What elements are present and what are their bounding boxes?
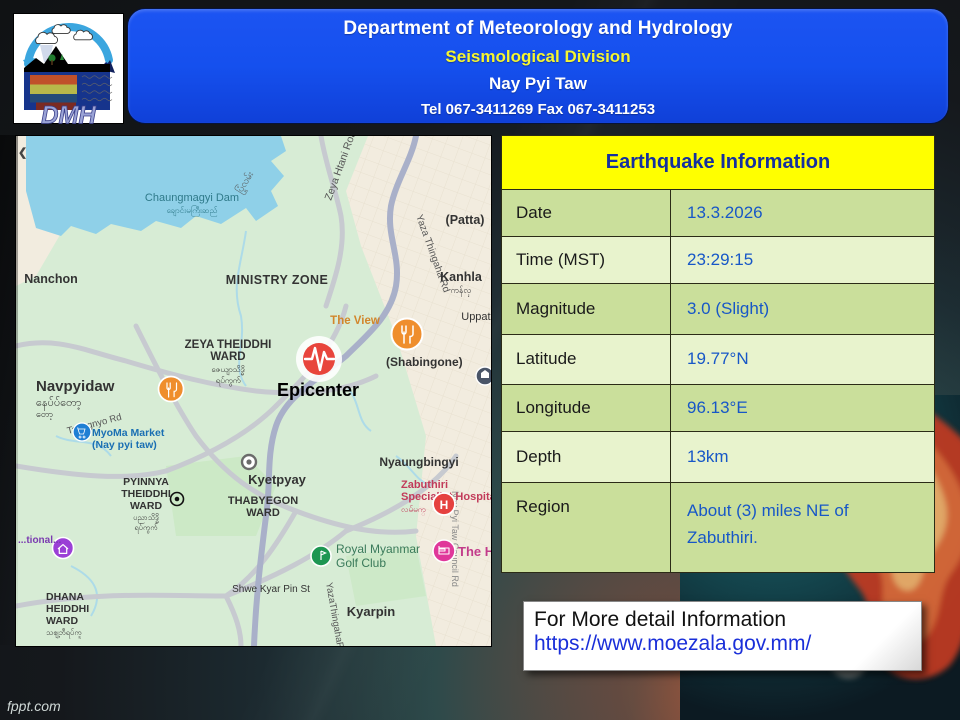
svg-text:တော့: တော့ <box>36 409 53 420</box>
svg-text:Nyaungbingyi: Nyaungbingyi <box>379 455 458 469</box>
svg-text:THEIDDHI: THEIDDHI <box>121 488 171 500</box>
svg-text:ရပ်ကွက်: ရပ်ကွက် <box>134 523 157 533</box>
svg-text:WARD: WARD <box>246 507 280 519</box>
svg-text:❮: ❮ <box>18 147 27 159</box>
svg-text:သဈ့ဘီရပ်ကူ: သဈ့ဘီရပ်ကူ <box>46 628 82 638</box>
svg-text:Chaungmagyi Dam: Chaungmagyi Dam <box>145 192 239 204</box>
svg-text:Nanchon: Nanchon <box>24 272 77 286</box>
svg-text:The Ho: The Ho <box>458 544 491 559</box>
svg-text:WARD: WARD <box>130 500 162 512</box>
svg-text:ZEYA THEIDDHI: ZEYA THEIDDHI <box>185 339 272 351</box>
svg-text:Zabuthiri: Zabuthiri <box>401 479 448 491</box>
svg-text:MyoMa Market: MyoMa Market <box>92 427 165 439</box>
svg-text:(Nay pyi taw): (Nay pyi taw) <box>92 439 157 451</box>
svg-text:Kyetpyay: Kyetpyay <box>248 472 307 487</box>
svg-text:Golf Club: Golf Club <box>336 556 386 570</box>
svg-text:MINISTRY ZONE: MINISTRY ZONE <box>226 273 328 287</box>
svg-text:(Patta): (Patta) <box>446 213 485 227</box>
svg-text:(Shabingone): (Shabingone) <box>386 355 463 369</box>
svg-text:H: H <box>440 498 449 512</box>
svg-text:Royal Myanmar: Royal Myanmar <box>336 542 420 556</box>
svg-text:HEIDDHI: HEIDDHI <box>46 603 89 615</box>
svg-text:Shwe Kyar Pin St: Shwe Kyar Pin St <box>232 584 310 595</box>
svg-text:Uppata: Uppata <box>461 311 491 323</box>
svg-text:PYINNYA: PYINNYA <box>123 476 169 488</box>
svg-text:...tional...: ...tional... <box>18 535 62 546</box>
svg-text:Kyarpin: Kyarpin <box>347 604 395 619</box>
svg-text:ပညာသိဒ္ဓိ: ပညာသိဒ္ဓိ <box>133 513 159 523</box>
svg-text:Kanhla: Kanhla <box>440 270 483 284</box>
svg-text:WARD: WARD <box>46 615 78 627</box>
svg-text:Navpyidaw: Navpyidaw <box>36 378 115 395</box>
svg-text:WARD: WARD <box>210 351 245 363</box>
svg-text:DHANA: DHANA <box>46 591 84 603</box>
svg-text:The View: The View <box>330 315 380 327</box>
svg-text:THABYEGON: THABYEGON <box>228 495 298 507</box>
